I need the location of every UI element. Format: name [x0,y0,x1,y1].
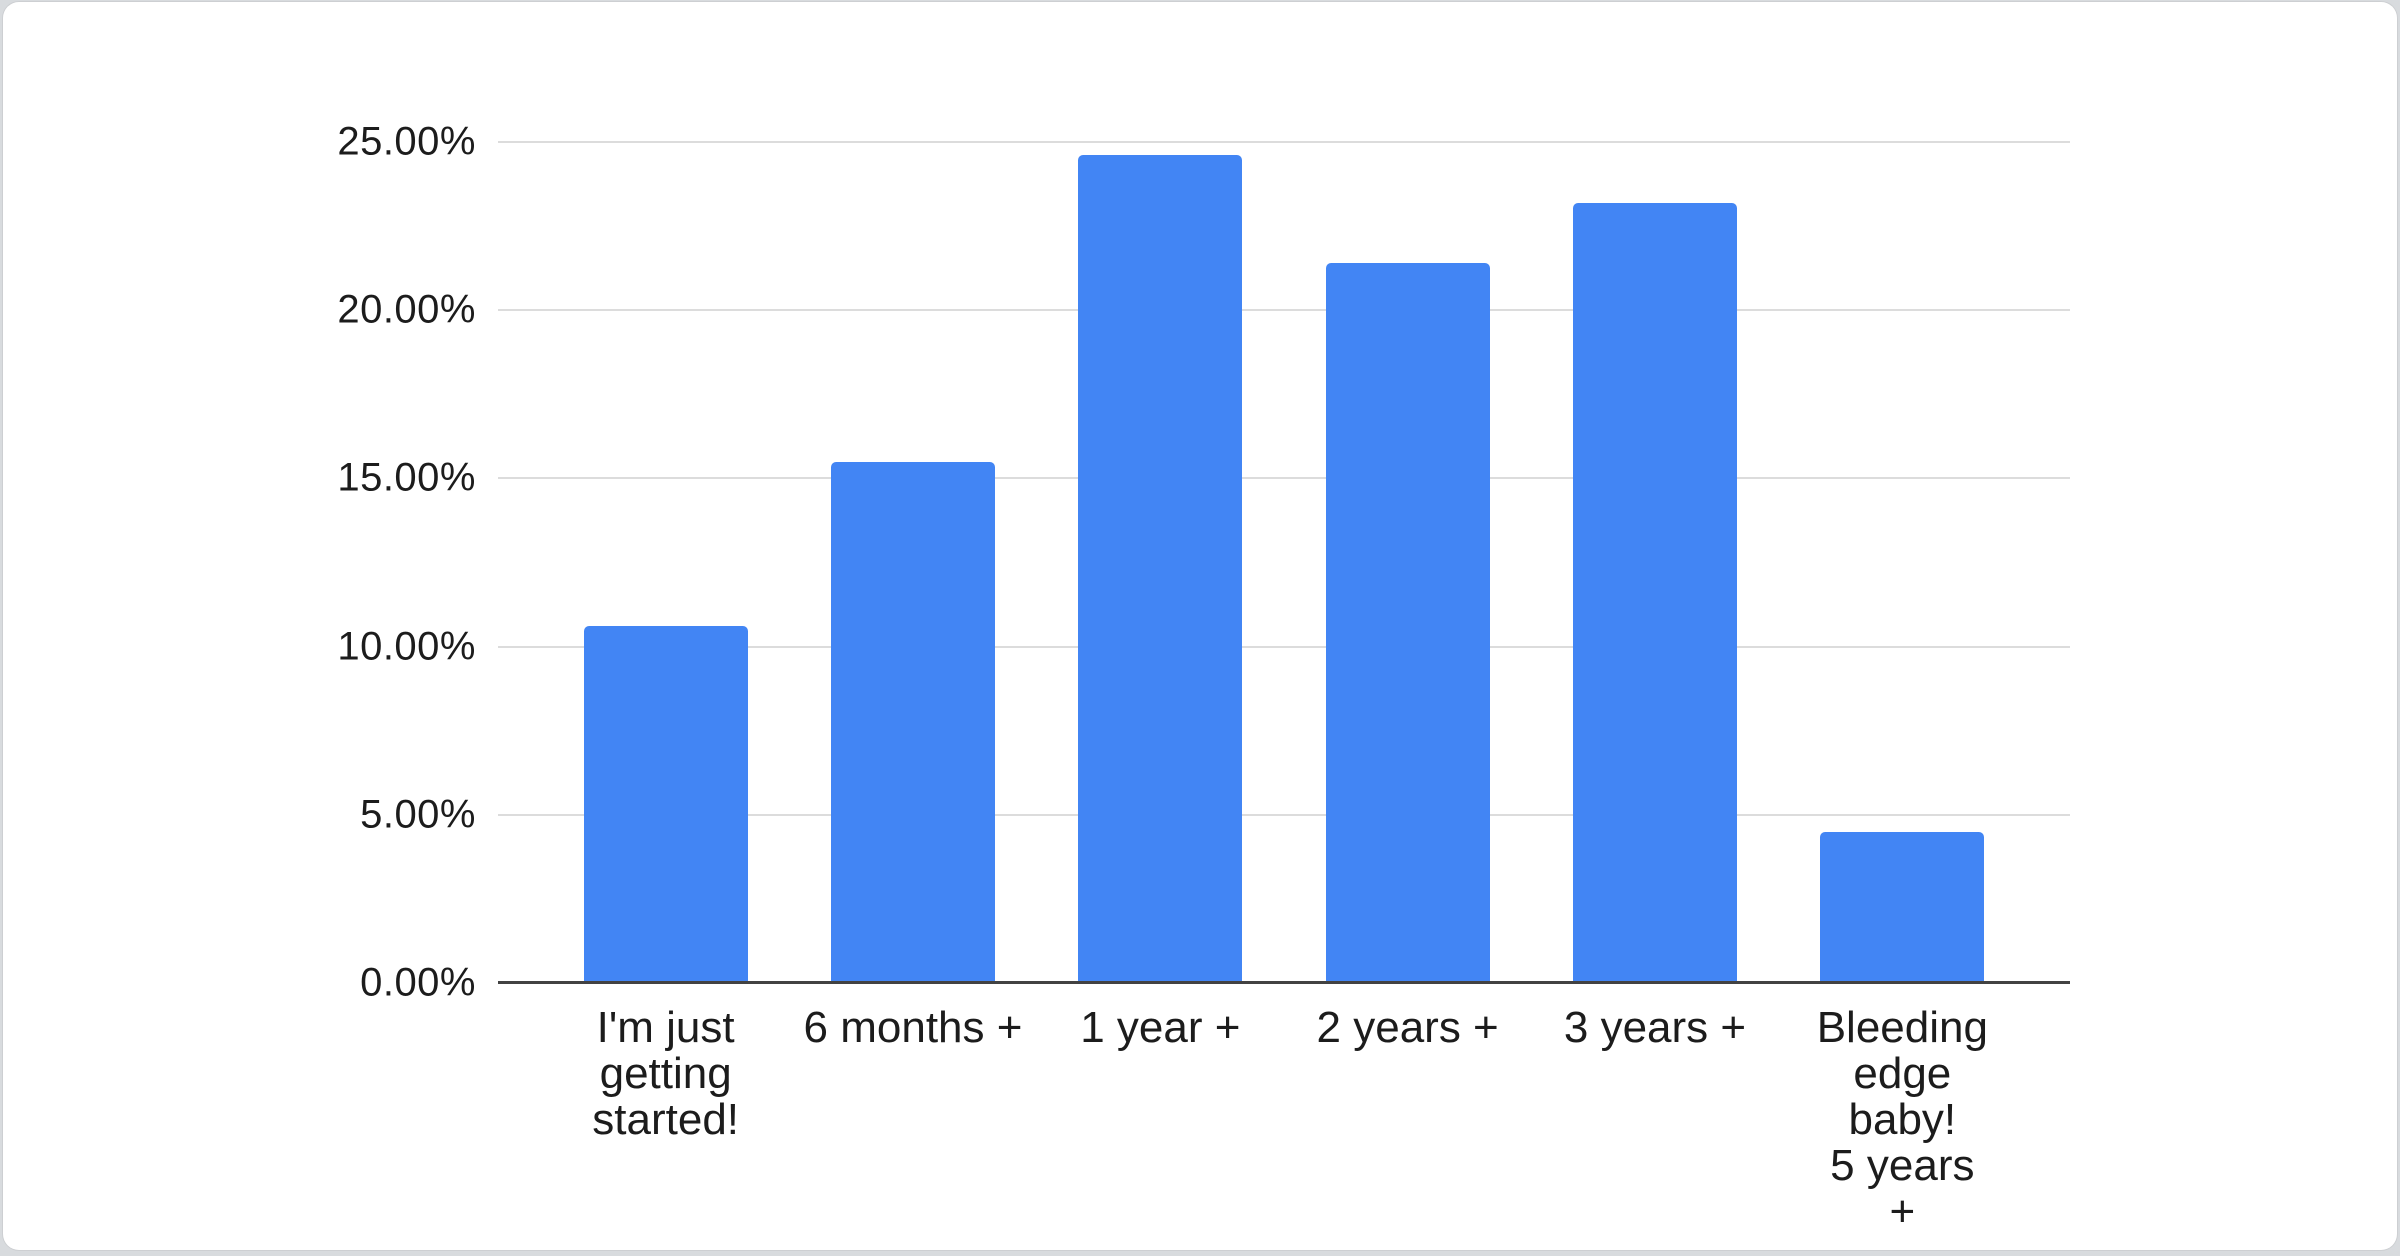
y-tick-label: 20.00% [337,287,476,332]
gridline-15 [498,477,2070,480]
y-tick-label: 10.00% [337,624,476,669]
plot-area: I'm just getting started! 6 months + 1 yea… [498,141,2070,1235]
gridline-5 [498,813,2070,816]
x-category-label: 1 year + [1080,1003,1241,1052]
x-axis-line [498,981,2070,984]
x-category-label: I'm just getting started! [592,1003,740,1144]
bar-2 [1078,155,1243,983]
x-category-label: 6 months + [803,1003,1023,1052]
y-tick-label: 15.00% [337,455,476,500]
y-tick-label: 25.00% [337,119,476,164]
bar-3 [1325,263,1490,983]
bar-5 [1820,831,1985,983]
x-category-label: 3 years + [1563,1003,1747,1052]
bar-chart: 0.00% 5.00% 10.00% 15.00% 20.00% 25.00% I'm j… [3,2,2397,1250]
x-category-label: Bleeding edge baby! 5 years + [1816,1003,1988,1236]
gridline-25 [498,141,2070,143]
gridline-20 [498,309,2070,312]
chart-card: 0.00% 5.00% 10.00% 15.00% 20.00% 25.00% I'm j… [3,2,2397,1250]
x-category-label: 2 years + [1316,1003,1499,1052]
bar-4 [1573,202,1737,983]
bar-0 [583,626,748,983]
gridline-10 [498,645,2070,648]
y-tick-label: 5.00% [360,792,476,837]
y-tick-label: 0.00% [360,960,476,1005]
y-axis-labels: 0.00% 5.00% 10.00% 15.00% 20.00% 25.00% [3,120,476,1005]
bar-1 [831,461,995,983]
